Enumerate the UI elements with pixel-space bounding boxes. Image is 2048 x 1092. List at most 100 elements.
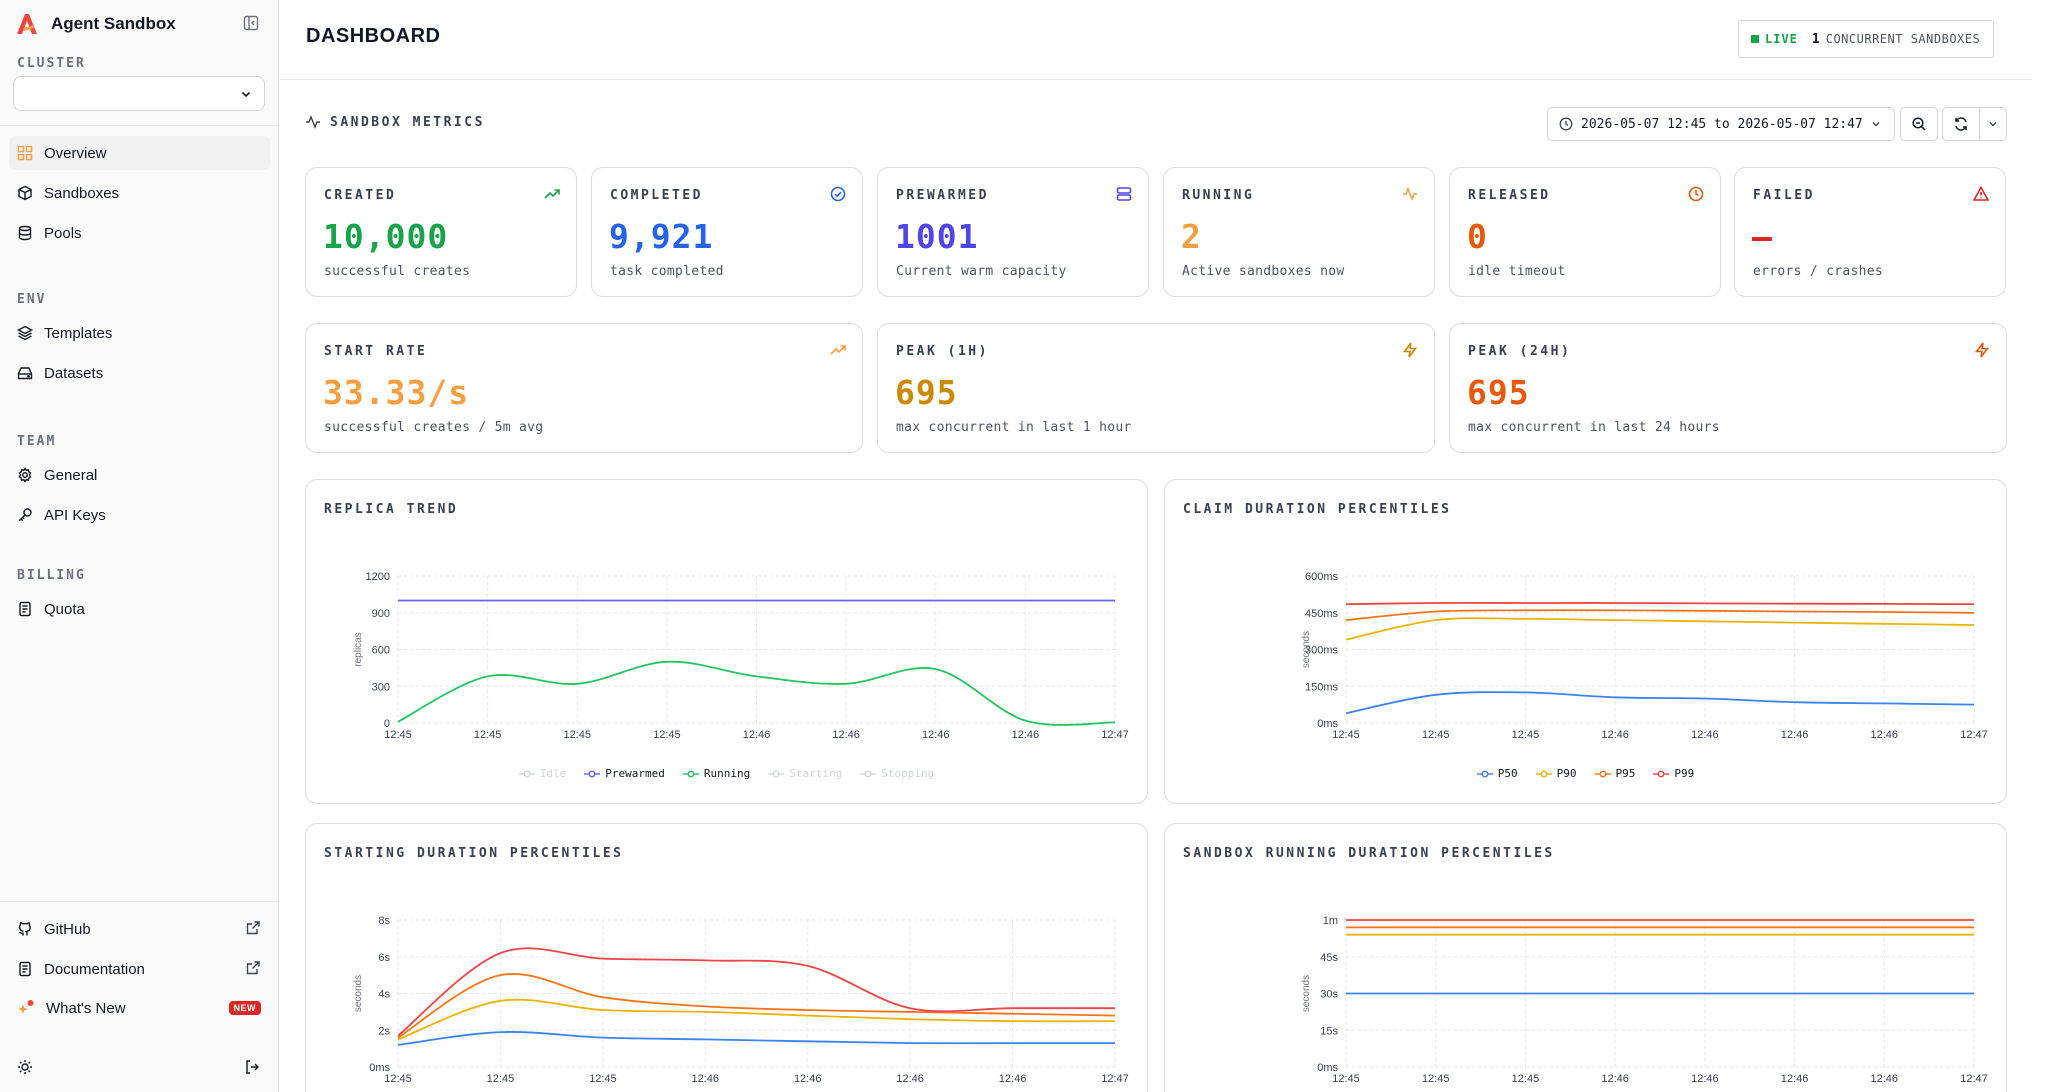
metric-value: –: [1752, 217, 1773, 256]
metric-title: PEAK (24H): [1468, 344, 1572, 359]
x-tick-label: 12:45: [1332, 729, 1360, 741]
legend-label: P95: [1615, 767, 1636, 780]
sidebar-item-quota[interactable]: Quota: [9, 592, 270, 626]
metric-subtitle: Active sandboxes now: [1182, 264, 1345, 279]
chevron-down-icon: [1872, 122, 1880, 127]
chart-claim-duration-percentiles: CLAIM DURATION PERCENTILES 0ms 150ms 300ms 4…: [1164, 479, 2007, 804]
chart-legend: Idle Prewarmed Running Starting Stopping: [306, 767, 1147, 780]
chart-plot[interactable]: 0ms 15s 30s 45s 1m 12:45 12:45 12:45 12:46 12:46 1…: [1165, 824, 2007, 1092]
sidebar-item-templates[interactable]: Templates: [9, 316, 270, 350]
series-line-p95[interactable]: [1345, 609, 1975, 621]
external-link-icon: [245, 960, 261, 980]
collapse-sidebar-button[interactable]: [242, 14, 260, 32]
external-link-icon: [245, 920, 261, 940]
metric-value: 9,921: [609, 217, 714, 256]
y-axis-label: seconds: [353, 975, 364, 1012]
x-tick-label: 12:45: [384, 729, 412, 741]
refresh-interval-dropdown[interactable]: [1979, 107, 2007, 141]
layers-icon: [17, 325, 33, 341]
sidebar-item-label: Datasets: [44, 364, 104, 382]
series-line-p95[interactable]: [397, 973, 1116, 1039]
series-line-p99[interactable]: [1345, 601, 1975, 606]
y-tick-label: 15s: [1320, 1025, 1338, 1037]
metric-value: 2: [1181, 217, 1202, 256]
x-tick-label: 12:46: [1601, 729, 1629, 741]
legend-item-p50[interactable]: P50: [1476, 767, 1518, 780]
chart-starting-duration-percentiles: STARTING DURATION PERCENTILES 0ms 2s 4s 6s 8s…: [305, 823, 1148, 1092]
x-tick-label: 12:45: [1332, 1073, 1360, 1085]
chart-plot[interactable]: 0ms 150ms 300ms 450ms 600ms 12:45 12:45 12:45 12…: [1165, 480, 2007, 780]
legend-marker: [584, 770, 601, 777]
legend-item-stopping[interactable]: Stopping: [860, 767, 934, 780]
sidebar-item-label: Documentation: [44, 960, 145, 978]
brand[interactable]: Agent Sandbox: [14, 11, 176, 37]
legend-item-running[interactable]: Running: [682, 767, 751, 780]
x-tick-label: 12:45: [1422, 1073, 1450, 1085]
legend-item-p99[interactable]: P99: [1653, 767, 1694, 780]
sidebar-item-api-keys[interactable]: API Keys: [9, 498, 270, 532]
y-tick-label: 1m: [1323, 915, 1338, 927]
metric-subtitle: task completed: [610, 264, 724, 279]
chart-title: SANDBOX RUNNING DURATION PERCENTILES: [1183, 846, 1555, 861]
theme-toggle-button[interactable]: [16, 1058, 34, 1076]
sidebar-item-overview[interactable]: Overview: [9, 136, 270, 170]
y-tick-label: 900: [372, 608, 390, 620]
legend-item-p95[interactable]: P95: [1594, 767, 1636, 780]
sidebar-item-pools[interactable]: Pools: [9, 216, 270, 250]
series-line-running[interactable]: [397, 660, 1116, 726]
sidebar-item-what-s-new[interactable]: What's New NEW: [9, 991, 270, 1025]
legend-marker: [682, 770, 699, 777]
cluster-select[interactable]: [13, 76, 265, 111]
sidebar-divider: [0, 125, 279, 126]
github-icon: [17, 921, 33, 937]
x-tick-label: 12:47: [1960, 1073, 1988, 1085]
sidebar-item-label: Overview: [44, 144, 107, 162]
legend-item-prewarmed[interactable]: Prewarmed: [584, 767, 665, 780]
series-line-p50[interactable]: [397, 1031, 1115, 1046]
alert-icon: [1972, 185, 1990, 207]
legend-marker: [1594, 770, 1611, 777]
series-line-p99[interactable]: [397, 947, 1115, 1037]
chart-sandbox-running-duration-percentiles: SANDBOX RUNNING DURATION PERCENTILES 0ms 1…: [1164, 823, 2007, 1092]
series-line-p90[interactable]: [397, 998, 1116, 1041]
new-badge: NEW: [228, 1001, 261, 1015]
metric-card-running: RUNNING 2 Active sandboxes now: [1163, 167, 1435, 297]
series-line-p50[interactable]: [1345, 691, 1975, 715]
zoom-out-button[interactable]: [1900, 107, 1938, 141]
chart-plot[interactable]: 0 300 600 900 1200 12:45 12:45 12:45 12:45 12:46 1…: [306, 480, 1148, 780]
metric-subtitle: max concurrent in last 24 hours: [1468, 420, 1720, 435]
legend-item-starting[interactable]: Starting: [768, 767, 842, 780]
legend-item-p90[interactable]: P90: [1535, 767, 1577, 780]
sidebar-toggle-icon: [243, 15, 259, 31]
x-tick-label: 12:46: [692, 1073, 720, 1085]
concurrent-count: 1: [1811, 31, 1820, 47]
bolt-icon: [1974, 342, 1990, 363]
series-line-p90[interactable]: [1345, 617, 1975, 641]
sidebar-item-github[interactable]: GitHub: [9, 912, 270, 946]
sidebar-item-sandboxes[interactable]: Sandboxes: [9, 176, 270, 210]
y-tick-label: 6s: [378, 952, 390, 964]
chart-plot[interactable]: 0ms 2s 4s 6s 8s 12:45 12:45 12:45 12:46 12:46 12:4…: [306, 824, 1148, 1092]
metric-title: COMPLETED: [610, 188, 703, 203]
chart-legend: P50 P90 P95 P99: [1165, 767, 2006, 780]
x-tick-label: 12:46: [1781, 729, 1809, 741]
x-tick-label: 12:46: [922, 729, 950, 741]
logout-button[interactable]: [243, 1058, 261, 1076]
bolt-icon: [1402, 342, 1418, 363]
legend-item-idle[interactable]: Idle: [518, 767, 566, 780]
refresh-button[interactable]: [1942, 107, 1980, 141]
legend-label: Running: [703, 767, 751, 780]
sidebar-item-label: API Keys: [44, 506, 106, 524]
main-content: DASHBOARD LIVE 1 CONCURRENT SANDBOXES SA…: [280, 0, 2032, 1092]
x-tick-label: 12:46: [1871, 729, 1899, 741]
metric-subtitle: successful creates / 5m avg: [324, 420, 544, 435]
sidebar-item-general[interactable]: General: [9, 458, 270, 492]
metric-card-start-rate: START RATE 33.33/s successful creates / 5m…: [305, 323, 863, 453]
sidebar-item-documentation[interactable]: Documentation: [9, 952, 270, 986]
activity-icon: [306, 115, 320, 129]
legend-marker: [518, 770, 535, 777]
legend-label: P50: [1497, 767, 1518, 780]
sidebar-item-datasets[interactable]: Datasets: [9, 356, 270, 390]
sun-icon: [18, 1060, 32, 1074]
time-range-picker[interactable]: 2026-05-07 12:45 to 2026-05-07 12:47: [1547, 107, 1895, 141]
